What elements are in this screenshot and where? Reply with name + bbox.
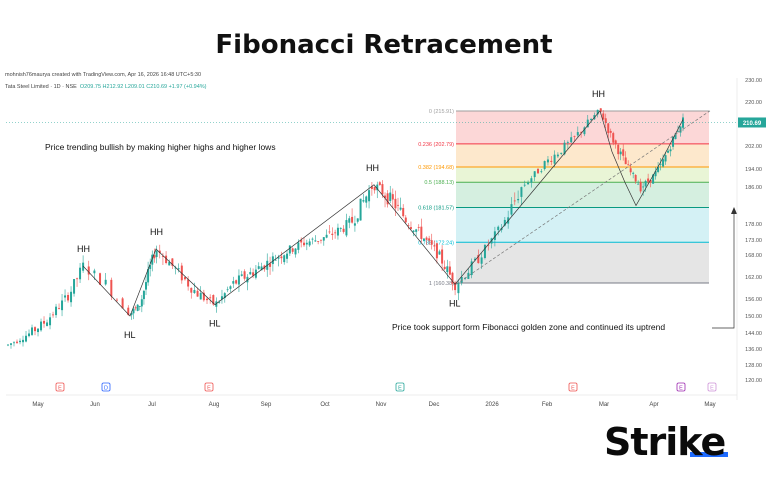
strike-logo: Strike — [604, 420, 726, 464]
ohlc-line: Tata Steel Limited · 1D · NSE O209.75 H2… — [5, 84, 207, 90]
symbol-label: Tata Steel Limited · 1D · NSE — [5, 84, 77, 90]
chart-credit: mohnish76maurya created with TradingView… — [5, 72, 202, 78]
chart-frame — [4, 68, 766, 408]
ohlc-values: O209.75 H212.92 L209.01 C210.69 +1.97 (+… — [79, 84, 207, 90]
page-title: Fibonacci Retracement — [215, 30, 553, 60]
